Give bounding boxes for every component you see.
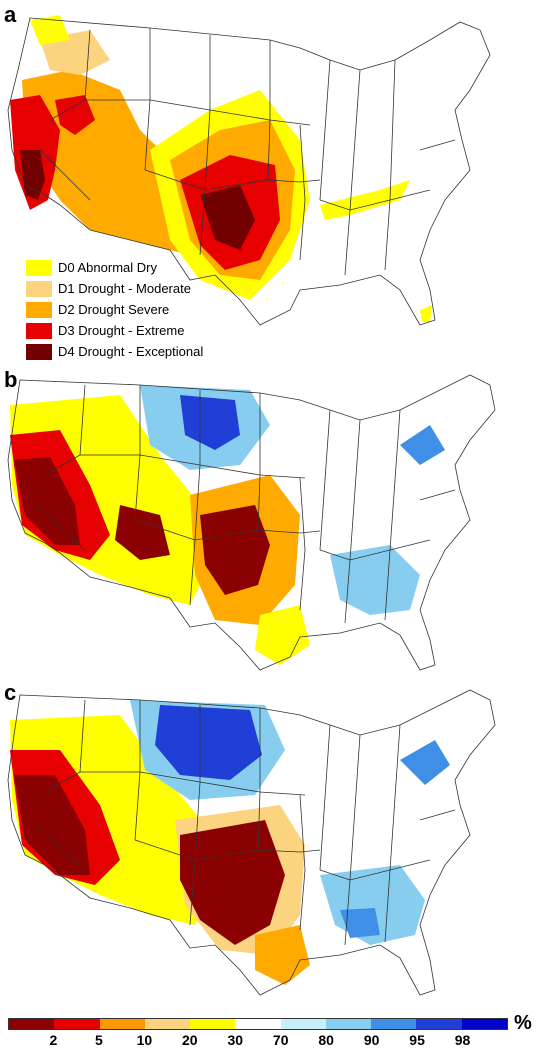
- map-panel-c: c: [0, 680, 538, 1010]
- colorbar-tick-label: 20: [182, 1032, 198, 1048]
- legend-swatch-d4: [26, 343, 52, 360]
- region-gulf-dry: [255, 605, 310, 665]
- drought-region-d4-california: [20, 150, 45, 200]
- region-texas-extreme: [200, 505, 270, 595]
- colorbar-segment: [54, 1019, 100, 1029]
- colorbar-segment: [235, 1019, 281, 1029]
- region-california-extreme: [14, 775, 90, 875]
- drought-region-d3-nevada: [55, 95, 95, 135]
- colorbar-tick-label: 95: [409, 1032, 425, 1048]
- colorbar-tick-label: 5: [95, 1032, 103, 1048]
- region-southeast-wet: [330, 545, 420, 615]
- legend-swatch-d1: [26, 280, 52, 297]
- colorbar-segment: [99, 1019, 145, 1029]
- legend-label: D1 Drought - Moderate: [58, 281, 191, 296]
- legend-swatch-d3: [26, 322, 52, 339]
- state-borders: [34, 699, 456, 946]
- colorbar-segment: [461, 1019, 507, 1029]
- us-drought-monitor-map: [7, 15, 491, 326]
- map-panel-b: b: [0, 365, 538, 680]
- region-gulf-coast-wet: [340, 908, 380, 938]
- colorbar-segment: [416, 1019, 462, 1029]
- drought-region-d0-florida: [420, 305, 432, 322]
- us-outline: [7, 374, 496, 671]
- legend-item: D2 Drought Severe: [26, 300, 203, 319]
- region-northeast-wet: [400, 425, 445, 465]
- legend-item: D0 Abnormal Dry: [26, 258, 203, 277]
- drought-legend: D0 Abnormal Dry D1 Drought - Moderate D2…: [26, 258, 203, 363]
- region-northern-plains-very-wet: [180, 395, 240, 450]
- region-texas-extreme: [180, 820, 285, 945]
- colorbar-segment: [280, 1019, 326, 1029]
- legend-label: D0 Abnormal Dry: [58, 260, 157, 275]
- legend-item: D1 Drought - Moderate: [26, 279, 203, 298]
- drought-region-d0-southeast: [320, 180, 410, 220]
- colorbar-tick-label: 98: [454, 1032, 471, 1048]
- colorbar-tick-label: 2: [49, 1032, 58, 1048]
- state-borders: [34, 384, 456, 624]
- region-california-extreme: [14, 457, 80, 545]
- region-southwest-dry: [115, 505, 170, 560]
- legend-label: D3 Drought - Extreme: [58, 323, 185, 338]
- colorbar-unit: %: [514, 1012, 532, 1034]
- colorbar-tick-label: 90: [363, 1032, 380, 1048]
- legend-item: D4 Drought - Exceptional: [26, 342, 203, 361]
- legend-label: D2 Drought Severe: [58, 302, 170, 317]
- panel-letter-c: c: [4, 680, 17, 705]
- legend-swatch-d0: [26, 259, 52, 276]
- colorbar-segment: [325, 1019, 372, 1029]
- colorbar-tick-label: 30: [227, 1032, 244, 1048]
- us-outline: [7, 689, 496, 996]
- colorbar-segment: [144, 1019, 191, 1029]
- colorbar-tick-label: 10: [136, 1032, 153, 1048]
- soil-moisture-percentile-map-b: [7, 374, 496, 671]
- panel-letter-a: a: [4, 2, 17, 27]
- soil-moisture-percentile-map-c: [7, 689, 496, 996]
- colorbar-tick-label: 70: [272, 1032, 289, 1048]
- legend-swatch-d2: [26, 301, 52, 318]
- colorbar-segment: [190, 1019, 236, 1029]
- region-northern-plains-deep-wet: [155, 705, 262, 780]
- region-gulf-dry: [255, 925, 310, 985]
- map-panel-a: a D0 Abnormal Dry: [0, 0, 538, 365]
- drought-region-d0-northwest: [30, 15, 70, 45]
- us-outline: [7, 17, 491, 326]
- state-borders: [39, 28, 456, 276]
- region-northeast-wet: [400, 740, 450, 785]
- legend-item: D3 Drought - Extreme: [26, 321, 203, 340]
- panel-letter-b: b: [4, 367, 18, 392]
- drought-region-d4-texas: [200, 185, 255, 250]
- colorbar-tick-label: 80: [318, 1032, 334, 1048]
- colorbar-segment: [371, 1019, 417, 1029]
- percentile-colorbar: [8, 1018, 508, 1030]
- colorbar-segment: [9, 1019, 55, 1029]
- legend-label: D4 Drought - Exceptional: [58, 344, 204, 359]
